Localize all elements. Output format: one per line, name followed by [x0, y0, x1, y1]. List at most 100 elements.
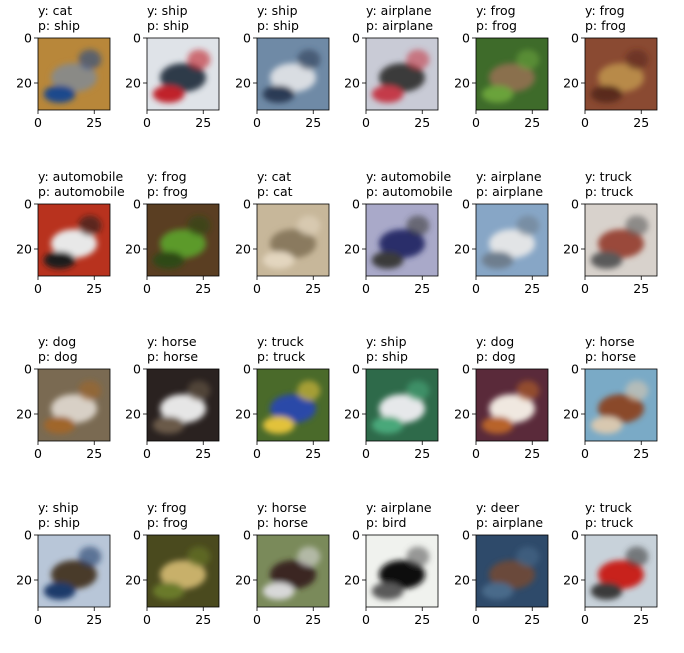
image-detail: [78, 546, 102, 567]
panel-image: [38, 204, 110, 276]
image-detail: [371, 251, 404, 269]
panel-title-true: y: frog: [476, 3, 516, 18]
y-tick-label: 20: [454, 76, 470, 91]
x-tick-label: 0: [253, 446, 261, 461]
panel-title-true: y: automobile: [366, 169, 452, 184]
panel-image: [257, 369, 329, 441]
image-content: [371, 546, 430, 600]
axes-frame: [146, 203, 220, 277]
y-tick-label: 0: [571, 528, 579, 543]
y-tick-label: 0: [352, 362, 360, 377]
image-subject: [488, 560, 536, 589]
image-detail: [406, 49, 430, 70]
axes-frame: [256, 368, 330, 442]
panel-title-pred: p: horse: [257, 515, 308, 530]
panel-image: [257, 204, 329, 276]
image-detail: [590, 416, 623, 434]
image-subject: [378, 394, 426, 423]
y-tick-label: 20: [454, 407, 470, 422]
panel-title-true: y: truck: [257, 334, 305, 349]
image-content: [590, 546, 649, 600]
image-detail: [481, 416, 514, 434]
axes-frame: [365, 368, 439, 442]
x-tick-label: 25: [195, 115, 211, 130]
image-detail: [152, 416, 185, 434]
axes-frame: [256, 534, 330, 608]
panel-title-true: y: truck: [585, 500, 633, 515]
image-detail: [43, 251, 76, 269]
panel-title-true: y: ship: [257, 3, 298, 18]
image-detail: [481, 251, 514, 269]
y-tick-label: 0: [243, 362, 251, 377]
axes-frame: [584, 203, 658, 277]
panel-title-true: y: ship: [147, 3, 188, 18]
axes-frame: [475, 368, 549, 442]
panel-title-pred: p: horse: [147, 349, 198, 364]
panel-title-true: y: ship: [366, 334, 407, 349]
panel-title-pred: p: ship: [257, 18, 299, 33]
panel-title-pred: p: frog: [147, 184, 188, 199]
panel-title-pred: p: ship: [38, 18, 80, 33]
x-tick-label: 25: [633, 446, 649, 461]
y-tick-label: 20: [235, 573, 251, 588]
y-tick-label: 20: [16, 573, 32, 588]
x-tick-label: 25: [524, 612, 540, 627]
image-detail: [406, 380, 430, 401]
panel-title-true: y: dog: [476, 334, 514, 349]
x-tick-label: 0: [143, 115, 151, 130]
y-tick-label: 0: [24, 362, 32, 377]
x-tick-label: 25: [414, 115, 430, 130]
panel-title-true: y: airplane: [476, 169, 542, 184]
panel-image: [585, 204, 657, 276]
image-detail: [371, 582, 404, 600]
image-subject: [159, 229, 207, 258]
x-tick-label: 25: [524, 115, 540, 130]
image-content: [262, 215, 321, 269]
image-content: [371, 215, 430, 269]
x-tick-label: 0: [581, 115, 589, 130]
y-tick-label: 20: [344, 242, 360, 257]
image-subject: [597, 229, 645, 258]
panel-title-pred: p: airplane: [366, 18, 433, 33]
x-tick-label: 0: [34, 612, 42, 627]
x-tick-label: 0: [143, 446, 151, 461]
image-detail: [43, 416, 76, 434]
panel-image: [476, 369, 548, 441]
panel-title-true: y: horse: [257, 500, 307, 515]
y-tick-label: 0: [133, 528, 141, 543]
x-tick-label: 25: [524, 281, 540, 296]
axes-frame: [37, 37, 111, 111]
panel-title-true: y: frog: [147, 500, 187, 515]
x-tick-label: 25: [414, 281, 430, 296]
image-content: [43, 380, 102, 434]
x-tick-label: 0: [143, 281, 151, 296]
y-tick-label: 0: [24, 31, 32, 46]
panel-image: [476, 535, 548, 607]
y-tick-label: 20: [563, 242, 579, 257]
image-subject: [488, 394, 536, 423]
image-subject: [269, 394, 317, 423]
image-content: [590, 380, 649, 434]
image-detail: [187, 546, 211, 567]
y-tick-label: 20: [16, 76, 32, 91]
y-tick-label: 0: [462, 197, 470, 212]
y-tick-label: 20: [125, 573, 141, 588]
image-detail: [78, 215, 102, 236]
panel-title-pred: p: airplane: [476, 515, 543, 530]
panel-title-pred: p: frog: [147, 515, 188, 530]
panel-title-pred: p: dog: [38, 349, 78, 364]
y-tick-label: 0: [571, 197, 579, 212]
axes-frame: [475, 203, 549, 277]
y-tick-label: 0: [243, 528, 251, 543]
image-subject: [597, 394, 645, 423]
x-tick-label: 25: [305, 446, 321, 461]
axes-frame: [146, 368, 220, 442]
image-subject: [50, 63, 98, 92]
